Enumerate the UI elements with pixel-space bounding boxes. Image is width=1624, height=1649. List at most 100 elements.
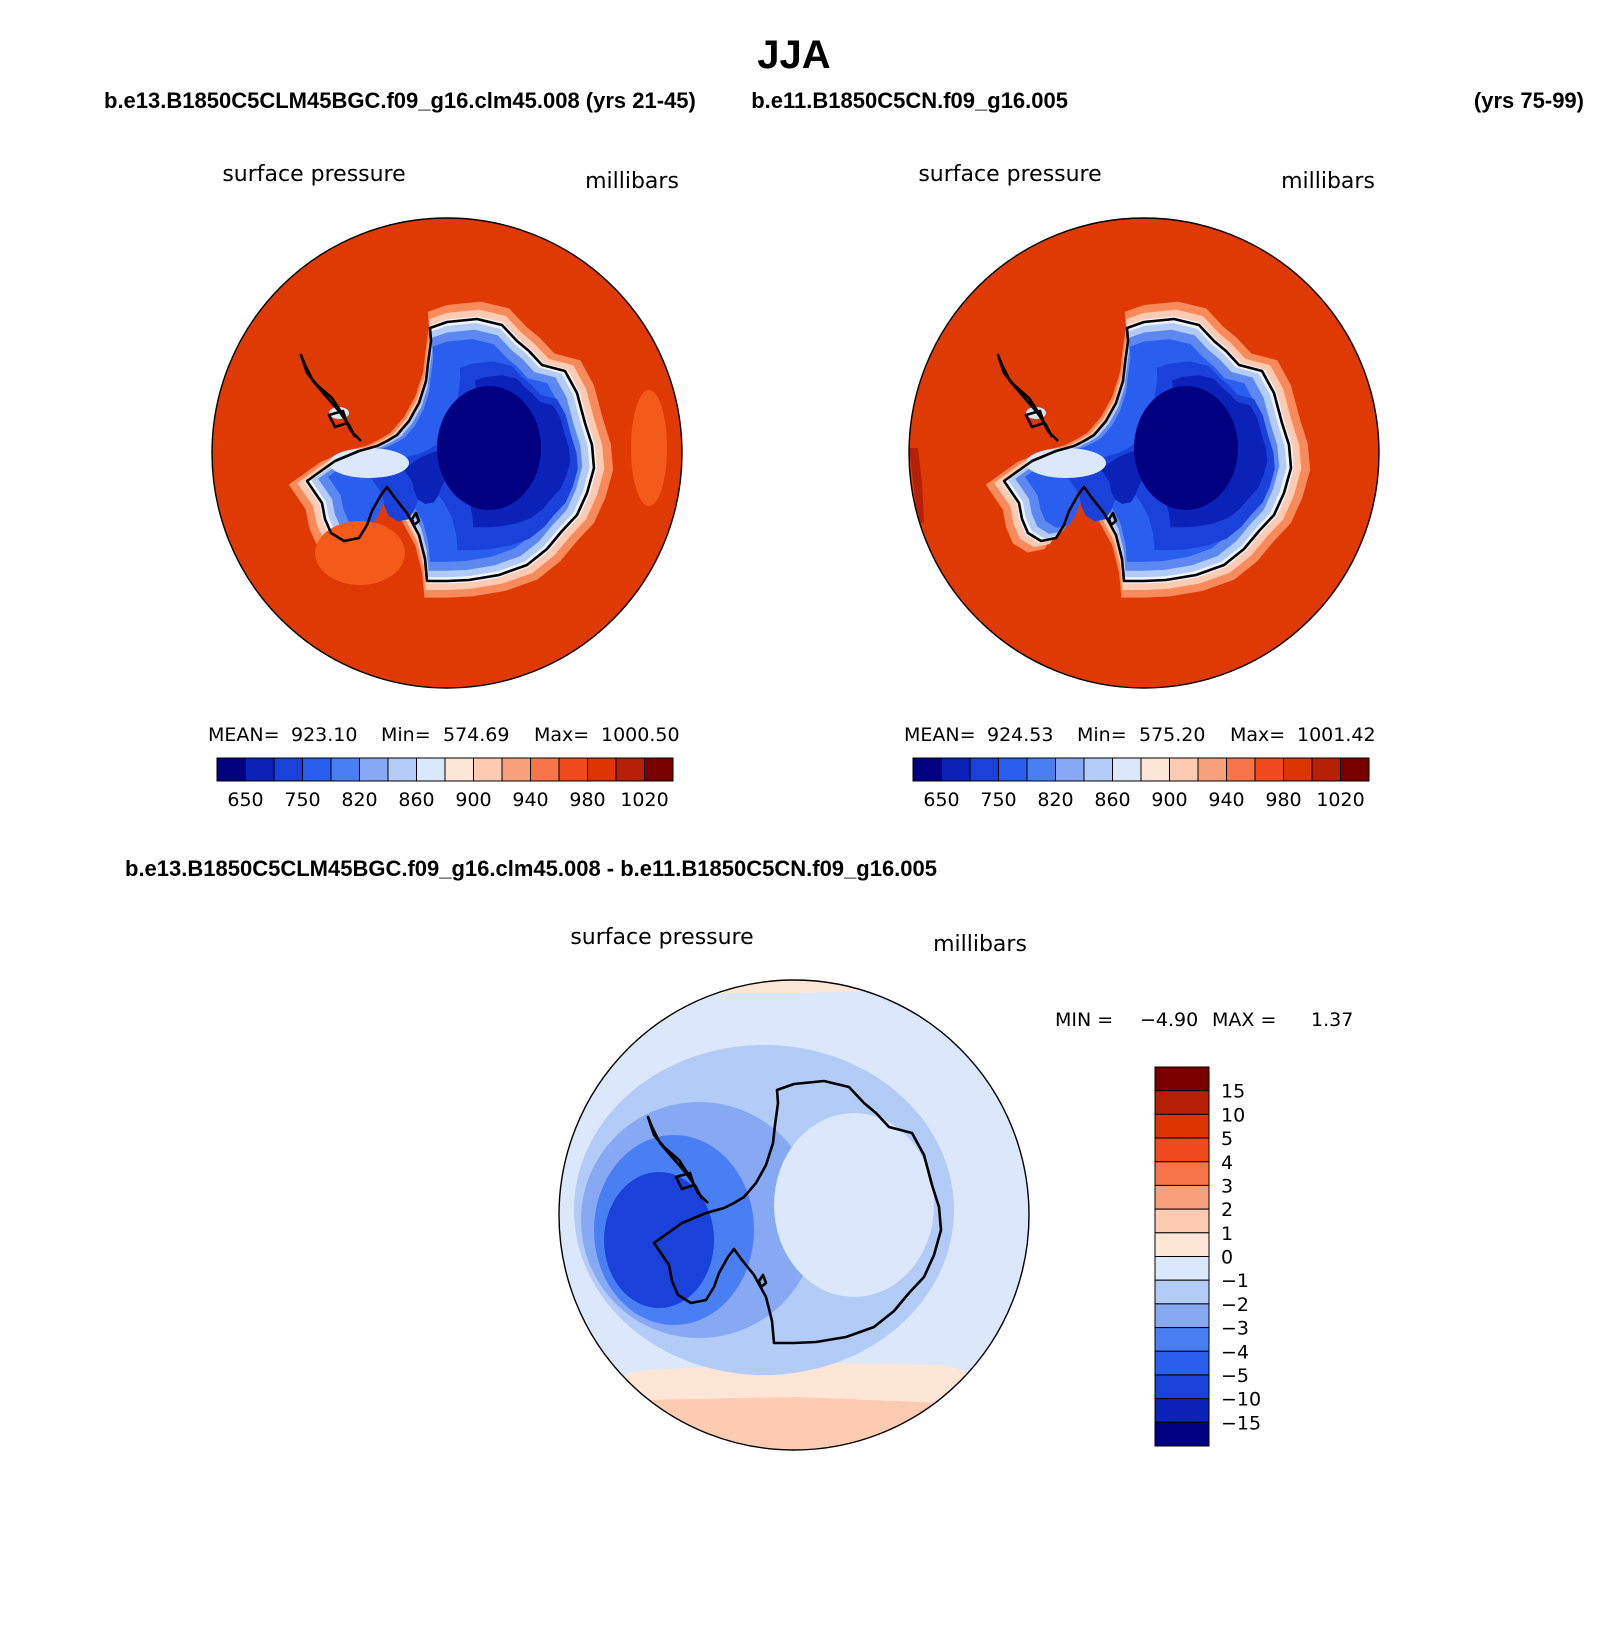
diff-colorbar-label: −2: [1221, 1294, 1249, 1316]
panel1-colorbar-box: [330, 757, 360, 782]
diff-colorbar-label: −5: [1221, 1365, 1249, 1387]
panel1-colorbar-box: [501, 757, 531, 782]
diff-colorbar-box: [1154, 1398, 1210, 1423]
panel1-colorbar-label: 900: [455, 789, 491, 811]
panel2-colorbar-box: [1026, 757, 1056, 782]
panel2-colorbar: 650 750 820 860 900 940 980 1020: [912, 757, 1370, 811]
panel1-colorbar-box: [530, 757, 560, 782]
case2-title: b.e11.B1850C5CN.f09_g16.005: [751, 88, 1068, 113]
panel2-colorbar-box: [1169, 757, 1199, 782]
panel1-colorbar-box: [444, 757, 474, 782]
panel2-colorbar-box: [1083, 757, 1113, 782]
panel2-colorbar-box: [969, 757, 999, 782]
diff-colorbar-label: 4: [1221, 1152, 1233, 1174]
diff-colorbar-box: [1154, 1374, 1210, 1400]
panel1-max-label: Max=: [534, 724, 589, 746]
diff-min-label: MIN =: [1055, 1009, 1113, 1031]
panel2-colorbar-box: [998, 757, 1028, 782]
panel2-colorbar-box: [941, 757, 971, 782]
panel2-colorbar-box: [1112, 757, 1142, 782]
panel2-colorbar-box: [1283, 757, 1313, 782]
main-title: JJA: [757, 33, 830, 77]
diff-map-border: [558, 979, 1030, 1451]
panel1-mean-label: MEAN=: [208, 724, 280, 746]
diff-colorbar-box: [1154, 1256, 1210, 1281]
panel2-colorbar-label: 980: [1265, 789, 1301, 811]
diff-colorbar-label: 5: [1221, 1128, 1233, 1150]
panel-difference: surface pressure millibars MIN = −4.90 M…: [558, 925, 1353, 1451]
panel2-colorbar-label: 1020: [1316, 789, 1364, 811]
diff-colorbar-box: [1154, 1350, 1210, 1376]
panel1-colorbar-box: [387, 757, 417, 782]
panel1-min-label: Min=: [381, 724, 431, 746]
panel2-map: [909, 213, 1384, 693]
panel2-mean-value: 924.53: [987, 724, 1053, 746]
panel2-colorbar-box: [912, 757, 942, 782]
panel1-min-value: 574.69: [443, 724, 509, 746]
diff-colorbar-box: [1154, 1421, 1210, 1447]
diff-colorbar-label: −3: [1221, 1318, 1249, 1340]
panel2-min-value: 575.20: [1139, 724, 1205, 746]
panel2-min-label: Min=: [1077, 724, 1127, 746]
panel1-colorbar-label: 860: [398, 789, 434, 811]
diff-colorbar-label: −4: [1221, 1341, 1249, 1363]
diff-map: [559, 980, 1029, 1450]
diff-colorbar-label: 1: [1221, 1223, 1233, 1245]
panel1-colorbar-label: 820: [341, 789, 377, 811]
panel1-colorbar-label: 940: [512, 789, 548, 811]
panel1-colorbar: 650 750 820 860 900 940 980 1020: [216, 757, 674, 811]
panel1-colorbar-label: 1020: [620, 789, 668, 811]
panel1-colorbar-box: [302, 757, 332, 782]
diff-colorbar-label: 10: [1221, 1104, 1245, 1126]
panel1-map-border: [211, 217, 683, 689]
case2-years: (yrs 75-99): [1474, 88, 1584, 113]
diff-max-value: 1.37: [1311, 1009, 1353, 1031]
panel2-colorbar-box: [1226, 757, 1256, 782]
diff-min-value: −4.90: [1140, 1009, 1198, 1031]
panel1-colorbar-box: [615, 757, 645, 782]
panel2-colorbar-label: 650: [923, 789, 959, 811]
panel2-colorbar-label: 860: [1094, 789, 1130, 811]
diff-colorbar-box: [1154, 1137, 1210, 1163]
diff-colorbar-box: [1154, 1113, 1210, 1139]
diff-colorbar-label: −10: [1221, 1389, 1261, 1411]
panel1-mean-value: 923.10: [291, 724, 357, 746]
diff-colorbar-box: [1154, 1066, 1210, 1092]
panel1-variable: surface pressure: [222, 162, 405, 187]
panel2-colorbar-label: 940: [1208, 789, 1244, 811]
panel1-colorbar-label: 650: [227, 789, 263, 811]
panel2-colorbar-box: [1140, 757, 1170, 782]
diff-colorbar-box: [1154, 1327, 1210, 1352]
diff-units: millibars: [933, 932, 1027, 957]
panel2-units: millibars: [1281, 169, 1375, 194]
diff-colorbar-label: 15: [1221, 1081, 1245, 1103]
panel2-max-value: 1001.42: [1297, 724, 1376, 746]
panel1-colorbar-box: [273, 757, 303, 782]
panel1-max-value: 1000.50: [601, 724, 680, 746]
panel2-colorbar-label: 750: [980, 789, 1016, 811]
diff-colorbar-box: [1154, 1184, 1210, 1210]
diff-colorbar-label: 3: [1221, 1175, 1233, 1197]
panel2-colorbar-box: [1311, 757, 1341, 782]
panel2-colorbar-box: [1055, 757, 1085, 782]
diff-colorbar-box: [1154, 1161, 1210, 1186]
panel1-units: millibars: [585, 169, 679, 194]
diff-colorbar-box: [1154, 1279, 1210, 1305]
case1-title: b.e13.B1850C5CLM45BGC.f09_g16.clm45.008 …: [104, 88, 696, 113]
diff-title: b.e13.B1850C5CLM45BGC.f09_g16.clm45.008 …: [125, 856, 937, 881]
panel2-max-label: Max=: [1230, 724, 1285, 746]
panel-case2: surface pressure millibars MEAN= 924.53 …: [904, 162, 1384, 811]
panel1-colorbar-label: 750: [284, 789, 320, 811]
panel2-colorbar-label: 820: [1037, 789, 1073, 811]
diff-colorbar-label: 2: [1221, 1199, 1233, 1221]
diff-colorbar-label: −15: [1221, 1412, 1261, 1434]
panel1-colorbar-box: [416, 757, 446, 782]
diff-max-label: MAX =: [1212, 1009, 1276, 1031]
panel2-variable: surface pressure: [918, 162, 1101, 187]
panel-case1: surface pressure millibars MEAN= 923.10 …: [208, 162, 683, 811]
panel2-colorbar-label: 900: [1151, 789, 1187, 811]
panel1-colorbar-box: [644, 757, 674, 782]
diff-colorbar-label: −1: [1221, 1270, 1249, 1292]
